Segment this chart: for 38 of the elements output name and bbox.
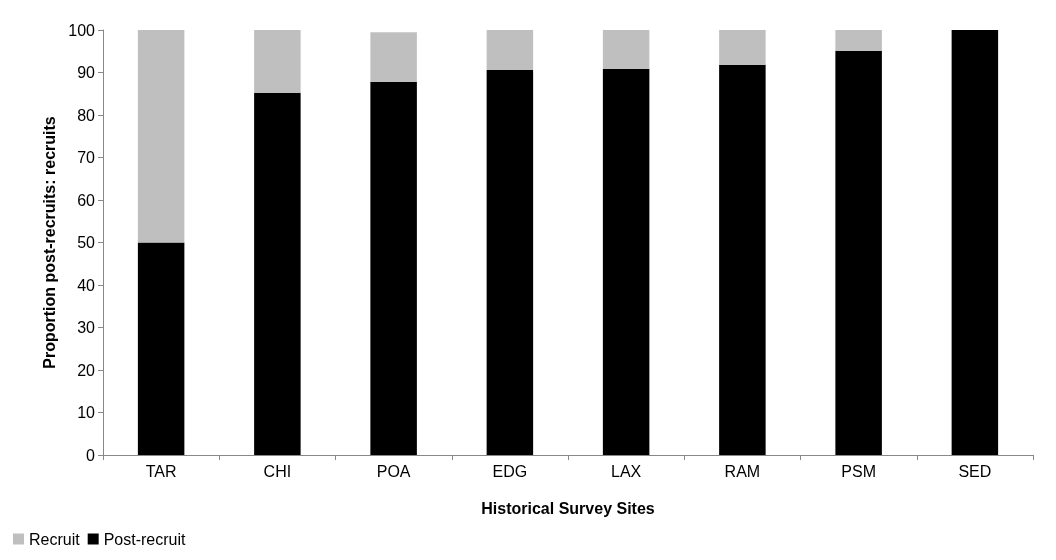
x-tick-label: SED <box>958 462 992 480</box>
x-tick-label: RAM <box>724 462 761 480</box>
x-tick-label: TAR <box>145 462 177 480</box>
bar <box>137 30 185 243</box>
y-tick-label: 30 <box>77 319 96 336</box>
x-tick-label: PSM <box>841 462 876 480</box>
y-axis-title: Proportion post-recruits: recruits <box>40 116 58 369</box>
x-axis-title: Historical Survey Sites <box>481 499 655 517</box>
bar <box>370 32 417 82</box>
y-tick-label: 20 <box>77 361 96 379</box>
y-tick-label: 70 <box>77 149 96 166</box>
y-tick-label: 10 <box>77 404 96 421</box>
y-tick-label: 100 <box>68 21 96 39</box>
bar <box>486 69 534 455</box>
bar <box>835 50 882 455</box>
y-tick-label: 90 <box>77 64 96 81</box>
bar <box>254 92 301 455</box>
legend-label: Post-recruit <box>103 530 187 548</box>
x-tick-label: CHI <box>263 462 292 480</box>
bar <box>835 30 882 51</box>
bar <box>602 30 650 69</box>
y-tick-label: 0 <box>86 446 96 464</box>
bar <box>254 30 301 93</box>
y-tick-label: 60 <box>77 191 96 209</box>
y-tick-label: 50 <box>77 234 96 251</box>
bar <box>370 81 417 455</box>
y-tick-label: 80 <box>77 106 96 124</box>
legend-label: Recruit <box>29 530 81 548</box>
bar <box>719 64 766 455</box>
bar <box>951 30 999 455</box>
x-tick-label: POA <box>376 462 411 480</box>
bar <box>719 30 766 65</box>
bar <box>486 30 534 70</box>
x-tick-label: LAX <box>611 462 642 480</box>
y-tick-label: 40 <box>77 276 96 294</box>
bar <box>602 68 650 455</box>
bar <box>137 242 185 455</box>
x-tick-label: EDG <box>492 462 528 480</box>
